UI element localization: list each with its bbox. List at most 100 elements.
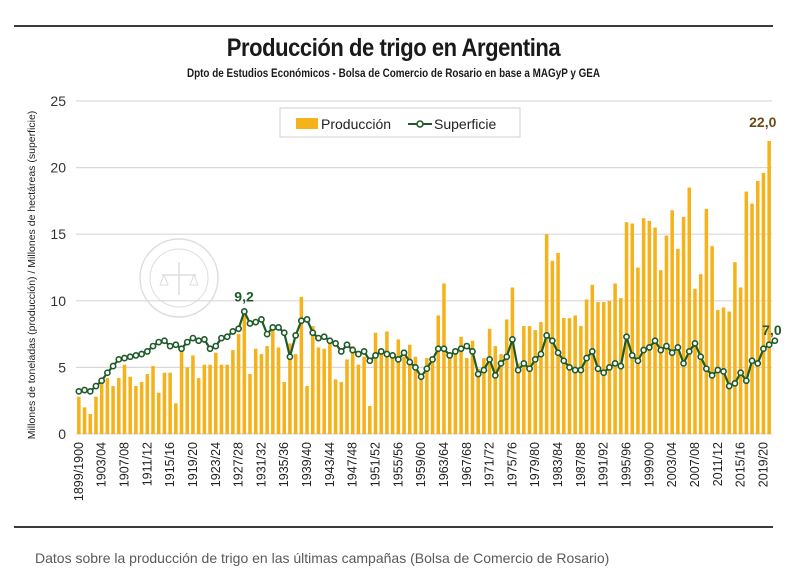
point-superficie (161, 337, 168, 345)
point-superficie (258, 316, 265, 323)
bar-produccion (156, 392, 161, 434)
bar-produccion (562, 318, 566, 434)
x-tick-label: 2019/20 (756, 442, 770, 487)
point-superficie (457, 345, 465, 353)
point-superficie (748, 357, 756, 365)
point-superficie (645, 344, 653, 351)
point-superficie (628, 352, 636, 359)
x-tick-label: 2003/04 (665, 442, 679, 487)
x-tick-label: 2011/12 (711, 442, 725, 486)
x-tick-label: 1959/60 (414, 442, 428, 487)
x-tick-label: 1919/20 (186, 442, 200, 487)
bar-produccion (248, 374, 252, 434)
bar-produccion (236, 334, 241, 434)
point-superficie (195, 337, 203, 345)
legend-label-superficie: Superficie (434, 116, 496, 132)
point-superficie (178, 345, 185, 353)
point-superficie (685, 348, 693, 355)
point-superficie (434, 345, 442, 353)
point-superficie (469, 348, 476, 355)
bar-produccion (402, 356, 406, 434)
x-tick-label: 1975/76 (505, 442, 519, 487)
point-superficie (126, 353, 134, 361)
bar-produccion (373, 332, 378, 434)
bar-produccion (744, 191, 749, 434)
bar-produccion (185, 367, 190, 434)
bar-produccion (641, 218, 646, 434)
point-superficie (474, 370, 482, 378)
point-superficie (520, 360, 528, 367)
point-superficie (531, 356, 539, 363)
bar-produccion (567, 318, 572, 434)
bar-produccion (179, 348, 184, 434)
x-tick-label: 1927/28 (232, 442, 246, 487)
point-superficie (103, 369, 111, 377)
x-tick-label: 1943/44 (323, 442, 337, 487)
x-tick-label: 1915/16 (163, 442, 177, 487)
x-tick-label: 1955/56 (391, 442, 405, 487)
bar-produccion (253, 348, 258, 434)
point-superficie (75, 387, 83, 395)
point-superficie (349, 346, 357, 354)
point-superficie (109, 362, 117, 370)
bar-produccion (77, 396, 81, 434)
bar-produccion (579, 326, 583, 434)
bar-produccion (196, 378, 201, 434)
point-superficie (417, 373, 425, 381)
bar-produccion (516, 363, 520, 434)
point-superficie (742, 377, 750, 385)
point-superficie (600, 369, 608, 377)
point-superficie (166, 342, 174, 350)
x-tick-label: 1935/36 (277, 442, 291, 487)
bar-produccion (225, 364, 229, 434)
x-tick-label: 1939/40 (300, 442, 314, 487)
bar-produccion (470, 340, 475, 434)
bar-produccion (322, 348, 326, 434)
bar-produccion (82, 407, 87, 434)
point-superficie (343, 341, 351, 349)
bar-produccion (465, 358, 469, 434)
point-superficie (149, 342, 157, 350)
annotation-label: 7,0 (762, 322, 782, 338)
point-superficie (765, 341, 773, 349)
bar-produccion (510, 287, 515, 434)
bar-produccion (522, 326, 526, 434)
x-axis-ticks: 1899/1900 1903/04 1907/08 1911/12 1915/16 191… (72, 442, 771, 501)
bar-produccion (299, 296, 304, 434)
bar-produccion (356, 364, 361, 434)
point-superficie (229, 328, 237, 335)
point-superficie (98, 377, 106, 385)
bar-produccion (271, 330, 275, 434)
bar-produccion (550, 260, 555, 434)
legend-swatch-produccion (296, 118, 318, 129)
bar-produccion (151, 366, 155, 434)
bar-produccion (214, 352, 218, 434)
bottom-divider (14, 526, 773, 528)
bar-produccion (282, 382, 286, 434)
point-superficie (394, 356, 402, 363)
bar-produccion (242, 311, 247, 434)
point-superficie (183, 338, 191, 346)
x-tick-label: 1911/12 (140, 442, 154, 486)
point-superficie (537, 350, 545, 358)
point-superficie (138, 350, 146, 358)
bar-produccion (99, 382, 104, 434)
point-superficie (560, 357, 568, 365)
point-superficie (269, 324, 277, 331)
point-superficie (623, 333, 630, 341)
point-superficie (332, 340, 339, 347)
point-superficie (691, 340, 699, 347)
bar-produccion (738, 287, 743, 434)
bar-produccion (493, 346, 498, 434)
point-superficie (412, 363, 419, 371)
point-superficie (754, 360, 762, 367)
annotation-label: 22,0 (749, 114, 776, 130)
legend: Producción Superficie (279, 107, 521, 138)
x-tick-label: 1907/08 (117, 442, 131, 487)
point-superficie (571, 366, 579, 374)
point-superficie (206, 345, 214, 353)
chart-svg: 0 5 10 15 20 25 1899/1900 1903/04 1907/08 1911/1… (50, 93, 782, 501)
top-divider (14, 25, 773, 27)
point-superficie (663, 342, 670, 350)
y-tick-label: 10 (50, 293, 66, 309)
